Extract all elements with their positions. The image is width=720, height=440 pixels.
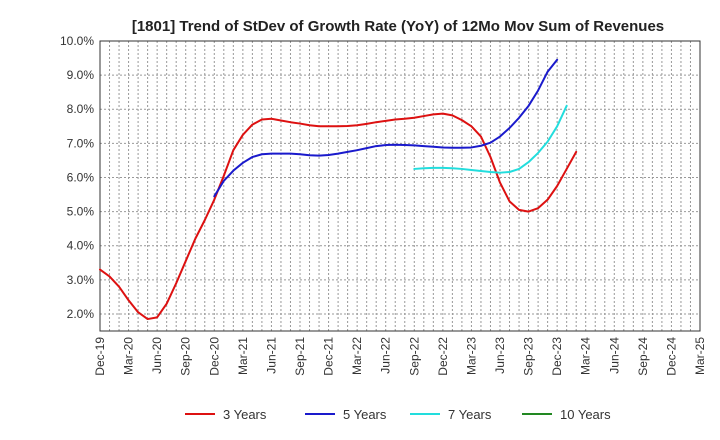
series-line-5-years bbox=[213, 58, 559, 198]
x-tick-label: Mar-24 bbox=[579, 337, 593, 375]
x-tick-label: Jun-24 bbox=[607, 337, 621, 374]
plot-frame bbox=[99, 40, 701, 332]
y-tick-label: 6.0% bbox=[67, 170, 95, 184]
y-tick-label: 10.0% bbox=[60, 34, 94, 48]
x-tick-label: Jun-21 bbox=[264, 337, 278, 374]
x-tick-label: Mar-21 bbox=[236, 337, 250, 375]
x-tick-label: Sep-23 bbox=[522, 337, 536, 376]
x-tick-label: Dec-19 bbox=[93, 337, 107, 376]
legend-label-10-years: 10 Years bbox=[560, 407, 611, 422]
y-tick-label: 3.0% bbox=[67, 273, 95, 287]
x-tick-label: Mar-25 bbox=[693, 337, 707, 375]
y-tick-label: 4.0% bbox=[67, 239, 95, 253]
x-tick-label: Jun-20 bbox=[150, 337, 164, 374]
x-tick-label: Dec-22 bbox=[436, 337, 450, 376]
y-tick-label: 9.0% bbox=[67, 68, 95, 82]
x-tick-label: Sep-24 bbox=[636, 337, 650, 376]
legend-label-5-years: 5 Years bbox=[343, 407, 387, 422]
series-line-7-years bbox=[413, 104, 568, 174]
y-tick-label: 5.0% bbox=[67, 205, 95, 219]
grid bbox=[99, 40, 701, 331]
legend-label-7-years: 7 Years bbox=[448, 407, 492, 422]
x-tick-label: Sep-22 bbox=[407, 337, 421, 376]
x-tick-label: Dec-20 bbox=[207, 337, 221, 376]
legend: 3 Years 5 Years 7 Years 10 Years bbox=[185, 407, 611, 422]
axes: 2.0% 3.0% 4.0% 5.0% 6.0% 7.0% 8.0% 9.0% 10.0% Dec… bbox=[60, 34, 707, 376]
y-tick-label: 8.0% bbox=[67, 102, 95, 116]
x-tick-label: Dec-24 bbox=[664, 337, 678, 376]
x-tick-label: Mar-22 bbox=[350, 337, 364, 375]
x-tick-label: Sep-21 bbox=[293, 337, 307, 376]
y-tick-label: 7.0% bbox=[67, 136, 95, 150]
series-line-3-years bbox=[99, 112, 578, 321]
x-tick-label: Sep-20 bbox=[179, 337, 193, 376]
x-tick-label: Mar-20 bbox=[122, 337, 136, 375]
x-tick-label: Mar-23 bbox=[464, 337, 478, 375]
y-tick-label: 2.0% bbox=[67, 307, 95, 321]
x-tick-label: Jun-23 bbox=[493, 337, 507, 374]
x-tick-label: Dec-23 bbox=[550, 337, 564, 376]
x-tick-label: Jun-22 bbox=[379, 337, 393, 374]
x-tick-label: Dec-21 bbox=[322, 337, 336, 376]
legend-label-3-years: 3 Years bbox=[223, 407, 267, 422]
series bbox=[99, 58, 578, 321]
chart-title: [1801] Trend of StDev of Growth Rate (Yo… bbox=[132, 18, 664, 35]
